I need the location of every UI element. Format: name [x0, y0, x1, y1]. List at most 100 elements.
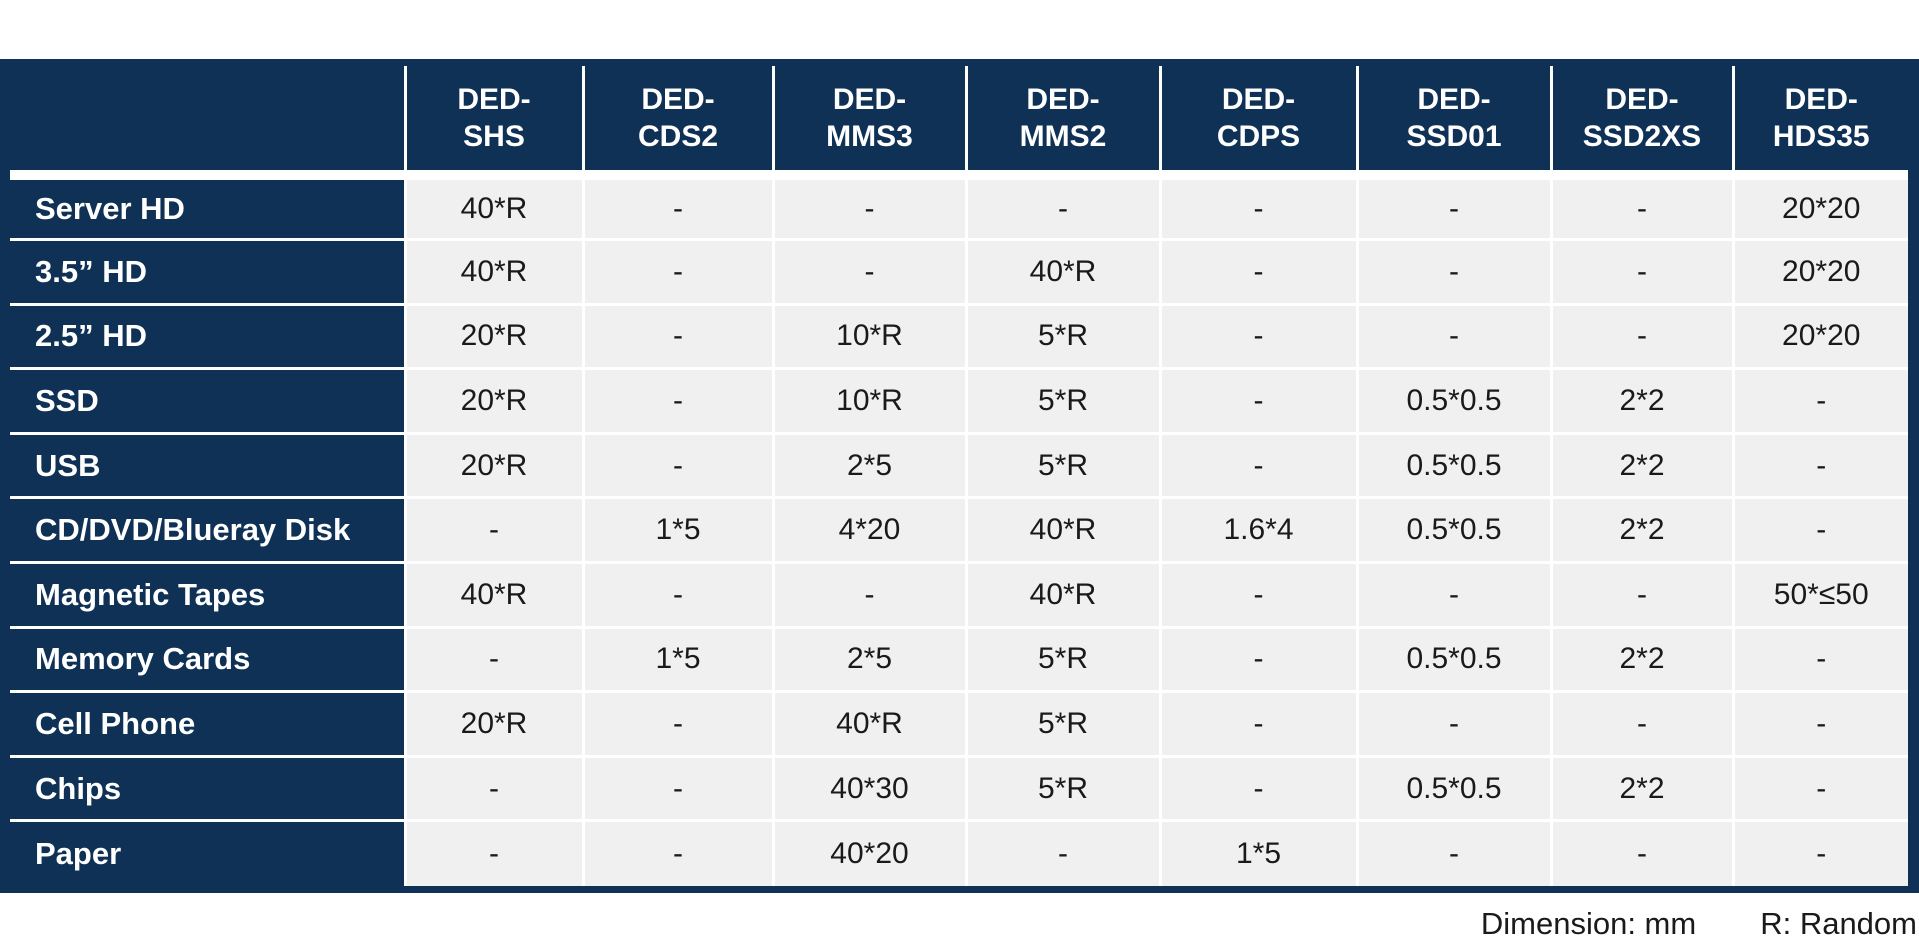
table-cell: 40*R: [964, 497, 1160, 565]
table-cell: -: [403, 627, 583, 694]
column-header-ded-ssd01: DED- SSD01: [1355, 66, 1551, 180]
table-cell: 0.5*0.5: [1355, 627, 1551, 694]
table-cell: -: [1158, 175, 1357, 242]
column-header-label: DED- SSD01: [1406, 83, 1502, 153]
table-cell: -: [1158, 304, 1357, 371]
column-header-ded-mms3: DED- MMS3: [771, 66, 966, 180]
table-cell: -: [1158, 239, 1357, 306]
table-cell: -: [1731, 433, 1908, 500]
table-row: Cell Phone 20*R - 40*R 5*R - - - -: [10, 691, 1908, 758]
table-cell: -: [581, 756, 773, 823]
table-cell: 5*R: [964, 433, 1160, 500]
row-label: Memory Cards: [10, 627, 405, 694]
row-label: Server HD: [10, 175, 405, 242]
table-cell: 40*R: [403, 562, 583, 629]
table-cell: -: [1158, 691, 1357, 758]
table-cell: 5*R: [964, 304, 1160, 371]
table-cell: -: [1549, 691, 1733, 758]
table-cell: -: [771, 239, 966, 306]
table-cell: -: [1731, 497, 1908, 565]
footnote: Dimension: mm R: Random: [1481, 906, 1917, 942]
table-cell: -: [1731, 756, 1908, 823]
table-cell: 0.5*0.5: [1355, 433, 1551, 500]
column-header-ded-ssd2xs: DED- SSD2XS: [1549, 66, 1733, 180]
table-cell: -: [1355, 304, 1551, 371]
table-cell: -: [581, 304, 773, 371]
column-header-ded-shs: DED- SHS: [403, 66, 583, 180]
table-cell: -: [403, 497, 583, 565]
table-cell: -: [1355, 562, 1551, 629]
row-label: CD/DVD/Blueray Disk: [10, 497, 405, 565]
table-cell: 0.5*0.5: [1355, 497, 1551, 565]
table-cell: 4*20: [771, 497, 966, 565]
table-cell: 40*20: [771, 820, 966, 886]
row-label: Paper: [10, 820, 405, 886]
table-cell: -: [581, 368, 773, 435]
row-label: Magnetic Tapes: [10, 562, 405, 629]
table-cell: 5*R: [964, 756, 1160, 823]
table-cell: 20*R: [403, 368, 583, 435]
table-cell: -: [1549, 562, 1733, 629]
table-cell: 10*R: [771, 368, 966, 435]
table-row: CD/DVD/Blueray Disk - 1*5 4*20 40*R 1.6*…: [10, 497, 1908, 565]
table-cell: 1*5: [1158, 820, 1357, 886]
table-row: 2.5” HD 20*R - 10*R 5*R - - - 20*20: [10, 304, 1908, 371]
table-cell: 1.6*4: [1158, 497, 1357, 565]
table-cell: 0.5*0.5: [1355, 368, 1551, 435]
row-label: USB: [10, 433, 405, 500]
column-header-label: DED- HDS35: [1772, 83, 1870, 153]
table-cell: -: [1731, 820, 1908, 886]
table-cell: 20*R: [403, 304, 583, 371]
table-cell: 2*2: [1549, 368, 1733, 435]
column-header-label: DED- MMS3: [826, 83, 913, 153]
column-header-ded-cdps: DED- CDPS: [1158, 66, 1357, 180]
table-cell: 2*2: [1549, 627, 1733, 694]
table-cell: 50*≤50: [1731, 562, 1908, 629]
table-cell: -: [581, 562, 773, 629]
table-cell: -: [581, 433, 773, 500]
table-cell: 0.5*0.5: [1355, 756, 1551, 823]
table-cell: 40*R: [771, 691, 966, 758]
table-row: SSD 20*R - 10*R 5*R - 0.5*0.5 2*2 -: [10, 368, 1908, 435]
column-header-ded-mms2: DED- MMS2: [964, 66, 1160, 180]
table-cell: 20*20: [1731, 239, 1908, 306]
table-cell: -: [1355, 691, 1551, 758]
column-header-ded-hds35: DED- HDS35: [1731, 66, 1908, 180]
table-cell: -: [964, 175, 1160, 242]
table-row: Server HD 40*R - - - - - - 20*20: [10, 175, 1908, 242]
table-cell: -: [1549, 304, 1733, 371]
table-cell: -: [581, 691, 773, 758]
table-cell: -: [1158, 756, 1357, 823]
column-header-label: DED- SSD2XS: [1582, 83, 1702, 153]
table-row: Paper - - 40*20 - 1*5 - - -: [10, 820, 1908, 886]
table-row: USB 20*R - 2*5 5*R - 0.5*0.5 2*2 -: [10, 433, 1908, 500]
table-cell: -: [403, 756, 583, 823]
table-cell: -: [1158, 562, 1357, 629]
table-row: 3.5” HD 40*R - - 40*R - - - 20*20: [10, 239, 1908, 306]
table-cell: 2*2: [1549, 756, 1733, 823]
table-cell: 5*R: [964, 691, 1160, 758]
table-cell: 2*5: [771, 433, 966, 500]
row-label: SSD: [10, 368, 405, 435]
table-cell: 1*5: [581, 627, 773, 694]
table-cell: 40*30: [771, 756, 966, 823]
table-cell: -: [771, 562, 966, 629]
row-label: 2.5” HD: [10, 304, 405, 371]
table-cell: 5*R: [964, 627, 1160, 694]
column-header-label: DED- SHS: [457, 83, 531, 153]
row-label: Cell Phone: [10, 691, 405, 758]
table-cell: -: [1549, 175, 1733, 242]
table-body: Server HD 40*R - - - - - - 20*20 3.5” HD…: [10, 175, 1908, 886]
table-cell: -: [1158, 627, 1357, 694]
table-row: Magnetic Tapes 40*R - - 40*R - - - 50*≤5…: [10, 562, 1908, 629]
compatibility-table: DED- SHS DED- CDS2 DED- MMS3 DED- MMS2 D…: [10, 66, 1908, 886]
table-cell: 40*R: [964, 562, 1160, 629]
table-cell: 2*5: [771, 627, 966, 694]
table-cell: -: [1731, 691, 1908, 758]
table-header: DED- SHS DED- CDS2 DED- MMS3 DED- MMS2 D…: [10, 66, 1908, 180]
table-cell: 5*R: [964, 368, 1160, 435]
table-cell: 40*R: [964, 239, 1160, 306]
table-cell: -: [1549, 820, 1733, 886]
table-cell: -: [1355, 175, 1551, 242]
table-cell: 20*R: [403, 691, 583, 758]
